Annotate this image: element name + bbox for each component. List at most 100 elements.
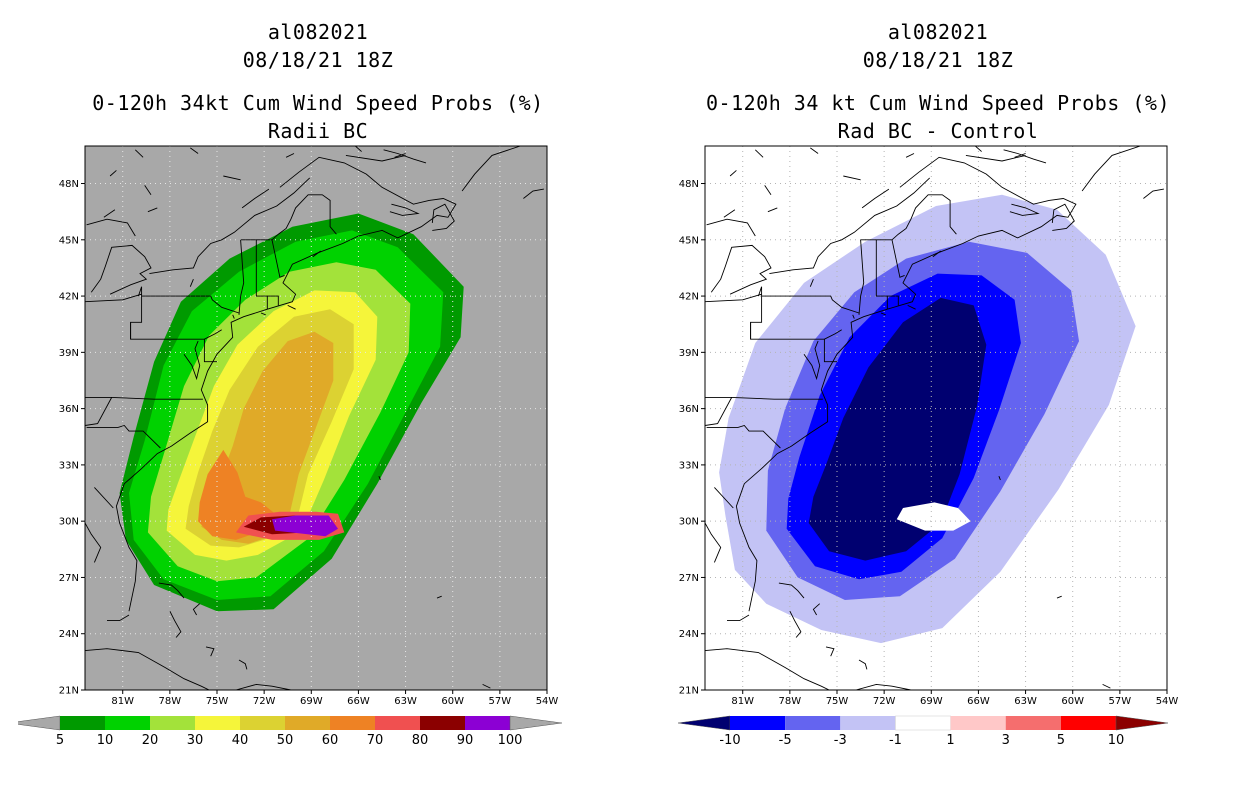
coastline	[789, 610, 802, 638]
lat-tick-label: 30N	[59, 517, 79, 528]
colorbar-label: -3	[834, 733, 847, 748]
coastline	[1009, 203, 1040, 216]
colorbar-swatch	[730, 716, 786, 730]
right-map-panel: al082021 08/18/21 18Z 0-120h 34 kt Cum W…	[638, 0, 1236, 800]
coastline	[378, 476, 381, 481]
lon-tick-label: 78W	[159, 696, 182, 707]
lat-tick-label: 36N	[679, 404, 699, 415]
lat-tick-label: 48N	[59, 179, 79, 190]
coastline	[729, 170, 737, 177]
colorbar-left-arrow	[677, 715, 731, 731]
coastline	[905, 153, 915, 158]
coastline	[85, 522, 102, 563]
coastline	[85, 396, 203, 400]
map-frame	[704, 145, 1168, 691]
colorbar-swatch	[465, 716, 510, 730]
coastline	[85, 397, 113, 426]
lon-tick-label: 81W	[111, 696, 134, 707]
lon-tick-label: 72W	[873, 696, 896, 707]
coastline	[727, 614, 750, 622]
lat-tick-label: 39N	[59, 348, 79, 359]
coastline	[482, 683, 491, 689]
coastline	[764, 185, 772, 196]
coastline	[705, 522, 722, 563]
lon-tick-label: 66W	[347, 696, 370, 707]
colorbar-label: 50	[277, 733, 294, 748]
coastline	[858, 239, 865, 315]
probability-contour-10	[272, 515, 338, 537]
coastline	[1143, 188, 1164, 199]
colorbar-swatch	[375, 716, 420, 730]
coastline	[141, 295, 240, 314]
lat-tick-label: 21N	[679, 686, 699, 697]
colorbar-swatch	[60, 716, 105, 730]
lat-tick-label: 39N	[679, 348, 699, 359]
colorbar-label: -10	[719, 733, 740, 748]
coastline	[285, 153, 295, 158]
coastline	[843, 175, 861, 181]
colorbar-label: 10	[1108, 733, 1125, 748]
coastline	[714, 487, 734, 509]
coastline	[94, 487, 114, 509]
colorbar-swatch	[285, 716, 330, 730]
lon-tick-label: 69W	[920, 696, 943, 707]
coastline	[115, 156, 457, 612]
grid-lines	[705, 146, 1167, 690]
colorbar-label: 100	[498, 733, 523, 748]
difference-contour-4	[808, 297, 987, 561]
colorbar-swatch	[840, 716, 896, 730]
coastline	[778, 582, 805, 599]
colorbar-swatch	[1060, 716, 1116, 730]
difference-contour-white	[896, 502, 971, 531]
contour-layer	[719, 194, 1136, 644]
coastline	[271, 239, 285, 278]
coastline	[1014, 153, 1026, 158]
coastline	[803, 340, 821, 381]
lon-tick-label: 75W	[826, 696, 849, 707]
coastline	[109, 170, 117, 177]
coastline	[860, 194, 957, 241]
coastline	[267, 295, 279, 306]
coastline	[147, 207, 158, 213]
coastline	[158, 582, 185, 599]
lon-tick-label: 72W	[253, 696, 276, 707]
colorbar-label: 3	[1002, 733, 1010, 748]
lon-tick-label: 57W	[1109, 696, 1132, 707]
coastline	[107, 614, 130, 622]
colorbar-label: 10	[97, 733, 114, 748]
lat-tick-label: 27N	[59, 573, 79, 584]
lon-tick-label: 63W	[394, 696, 417, 707]
coastline	[238, 659, 248, 670]
lat-tick-label: 30N	[679, 517, 699, 528]
colorbar-label: 90	[457, 733, 474, 748]
coastline	[103, 209, 116, 218]
coastline	[754, 149, 764, 158]
coastline	[192, 603, 200, 616]
coastline	[1056, 595, 1062, 599]
coastlines	[85, 146, 544, 690]
colorbar-label: 20	[142, 733, 159, 748]
coastline	[238, 239, 245, 315]
coastline	[769, 177, 931, 275]
lat-tick-label: 48N	[679, 179, 699, 190]
contour-layer	[119, 213, 464, 612]
colorbar-label: 40	[232, 733, 249, 748]
grid-lines	[85, 146, 547, 690]
colorbar-right-arrow	[509, 715, 563, 731]
colorbar-label: 5	[1057, 733, 1065, 748]
lat-tick-label: 33N	[679, 460, 699, 471]
probability-map: 81W 78W 75W 72W 69W 66W 63W 60W 57W 54W 48N 45N 42N 3…	[59, 145, 559, 707]
left-map-panel: al082021 08/18/21 18Z 0-120h 34kt Cum Wi…	[18, 0, 618, 800]
coastline	[880, 312, 886, 316]
coastline	[705, 648, 830, 690]
lon-tick-label: 57W	[489, 696, 512, 707]
lon-tick-label: 54W	[536, 696, 559, 707]
coastline	[523, 188, 544, 199]
coastline	[1051, 203, 1075, 231]
coastline	[85, 293, 142, 303]
colorbar-legend: -10 -5 -3 -1 1 3 5 10	[677, 715, 1169, 748]
coastline	[705, 293, 762, 303]
coastline	[130, 286, 143, 340]
product-title: 0-120h 34 kt Cum Wind Speed Probs (%)	[705, 91, 1171, 115]
coastline	[825, 646, 835, 657]
